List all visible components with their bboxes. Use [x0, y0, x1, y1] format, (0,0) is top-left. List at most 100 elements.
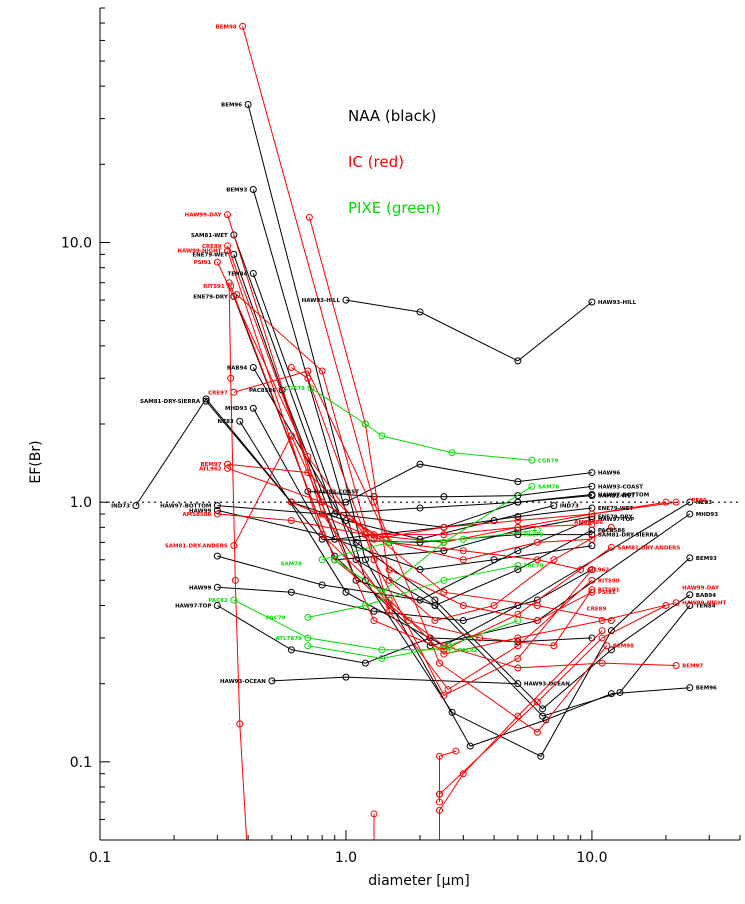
data-point-haw97-bottom [416, 504, 424, 512]
data-point-cgr79 [307, 384, 315, 392]
data-point-ic-box [440, 692, 448, 700]
data-point-ams8586 [440, 531, 448, 539]
series-label-atl962: ATL962 [587, 568, 610, 574]
series-line-bem98 [242, 26, 608, 733]
series-label-bab94: BAB94 [696, 593, 716, 599]
series-label-haw99-l: HAW99 [189, 585, 212, 591]
data-point-haw97-bottom [588, 491, 596, 499]
data-point-nz83 [342, 588, 350, 596]
data-point-haw97-top [514, 547, 522, 555]
data-point-psi91 [304, 452, 312, 460]
series-label-haw99-day: HAW99-DAY [682, 585, 720, 591]
data-point-haw93-hill [416, 308, 424, 316]
data-point-ic-box [370, 556, 378, 564]
series-label-pac79-b: PAC79 [524, 533, 544, 539]
data-point-ind73 [416, 535, 424, 543]
data-point-bem96 [686, 684, 694, 692]
series-label-haw99-night: HAW99-NIGHT [682, 601, 726, 607]
data-point-ic-bottom-4 [533, 698, 541, 706]
data-point-haw99-night [440, 650, 448, 658]
data-point-cre97 [588, 535, 596, 543]
series-label-pac8586: PAC8586 [598, 528, 625, 534]
series-label-haw99: HAW99 [189, 508, 212, 514]
data-point-pe86 [672, 498, 680, 506]
series-label-psi91: PSI91 [194, 260, 212, 266]
data-point-sam81-dry-anders [230, 542, 238, 550]
data-point-bem96 [466, 742, 474, 750]
data-point-haw99 [213, 506, 221, 514]
series-label-sam81-dry-sierra: SAM81-DRY-SIERRA [140, 399, 201, 405]
data-point-ic-drop [227, 374, 235, 382]
data-point-ic-drop [231, 576, 239, 584]
series-line-pac82 [233, 599, 453, 651]
data-point-ten84 [539, 712, 547, 720]
series-label-psi91: PSI91 [598, 590, 616, 596]
series-line-ic-bottom-3 [439, 750, 457, 803]
series-line-haw97-top [217, 518, 593, 601]
data-point-haw97-top-l [287, 646, 295, 654]
data-point-psi91 [588, 588, 596, 596]
series-label-bem98: BEM98 [216, 24, 237, 30]
series-line-sam81-dry-anders [233, 434, 612, 651]
series-line-cgr79 [310, 387, 532, 461]
series-label-pac82: PAC82 [458, 648, 478, 654]
x-axis-label: diameter [μm] [368, 873, 469, 889]
series-label-cgr79: CGR79 [284, 386, 305, 392]
series-label-nz83: NZ83 [218, 419, 234, 425]
series-label-bem97: BEM97 [682, 663, 703, 669]
series-line-haw97-top-l [217, 605, 592, 664]
series-line-ind73 [135, 397, 554, 540]
data-point-bab94 [539, 705, 547, 713]
data-point-ic-bottom-3 [435, 798, 443, 806]
series-line-rits91 [230, 285, 593, 647]
data-point-ams8586 [213, 510, 221, 518]
series-line-rits90 [236, 294, 593, 691]
data-point-haw93-hill [342, 296, 350, 304]
series-line-atl962 [227, 467, 581, 571]
data-point-sam81-dry-anders [607, 543, 615, 551]
data-point-ic-steep [431, 617, 439, 625]
data-point-cre89 [224, 242, 232, 250]
series-label-cre97: CRE97 [208, 390, 228, 396]
data-point-psi91 [385, 566, 393, 574]
data-point-cgr79 [528, 456, 536, 464]
data-point-haw96 [342, 498, 350, 506]
series-label-haw93-coast: HAW93-COAST [314, 489, 359, 495]
series-line-psi91 [216, 261, 593, 622]
series-label-mhd93: MHD93 [696, 512, 718, 518]
series-label-pe86: PE86 [691, 498, 707, 504]
data-point-pac8586 [431, 601, 439, 609]
data-point-haw99-day [598, 659, 606, 667]
data-point-nz83 [686, 498, 694, 506]
data-point-sam81-dry-anders [370, 617, 378, 625]
data-point-nz83 [236, 417, 244, 425]
series-label-pac79: PAC79 [266, 615, 286, 621]
data-point-haw93-coast [514, 492, 522, 500]
data-point-sam81-dry-anders [287, 432, 295, 440]
data-point-rits91 [227, 282, 235, 290]
data-point-ic-bottom-3 [452, 747, 460, 755]
data-point-ten84 [249, 269, 257, 277]
series-label-ams8586: AMS8586 [182, 512, 211, 518]
data-point-pac79 [440, 576, 448, 584]
data-point-haw99-day [672, 661, 680, 669]
series-label-ten84: TEN84 [696, 603, 716, 609]
data-point-rits91 [588, 586, 596, 594]
data-point-haw97-top [588, 515, 596, 523]
axes-layer: 0.1 1.0 10.0 0.1 1.0 10.0 [61, 7, 741, 866]
data-point-ene79-dry [440, 547, 448, 555]
data-point-ind73 [202, 395, 210, 403]
series-label-sam81-dry-anders: SAM81-DRY-ANDERS [617, 545, 680, 551]
data-point-bem98 [435, 659, 443, 667]
data-point-ams8586 [588, 521, 596, 529]
series-line-sam78 [334, 485, 533, 593]
data-point-haw96 [588, 469, 596, 477]
legend-entry-ic: IC (red) [348, 153, 404, 171]
data-point-psi91 [459, 601, 467, 609]
data-point-haw99-l [287, 588, 295, 596]
data-point-bab94 [686, 591, 694, 599]
series-line-ic-drop [228, 282, 248, 840]
legend-entry-naa: NAA (black) [348, 107, 436, 125]
data-point-cre89 [440, 588, 448, 596]
